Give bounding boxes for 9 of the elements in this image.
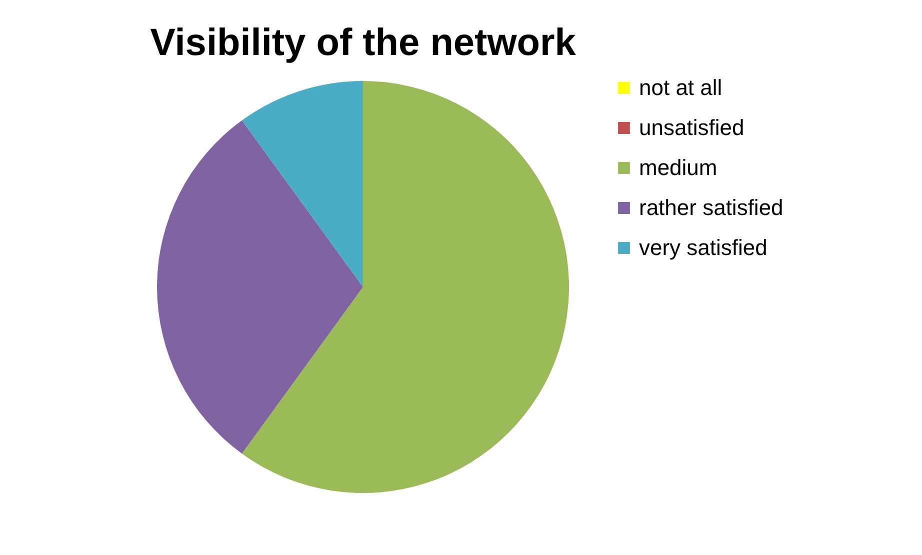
legend-label: rather satisfied	[639, 195, 784, 220]
chart-title: Visibility of the network	[150, 22, 577, 64]
pie-slice	[157, 120, 363, 454]
legend-label: medium	[639, 155, 718, 180]
legend-label: unsatisfied	[639, 115, 744, 140]
legend-label: not at all	[639, 75, 722, 100]
pie-slice	[242, 81, 363, 287]
legend-label: very satisfied	[639, 235, 768, 260]
pie-slice	[242, 81, 569, 493]
